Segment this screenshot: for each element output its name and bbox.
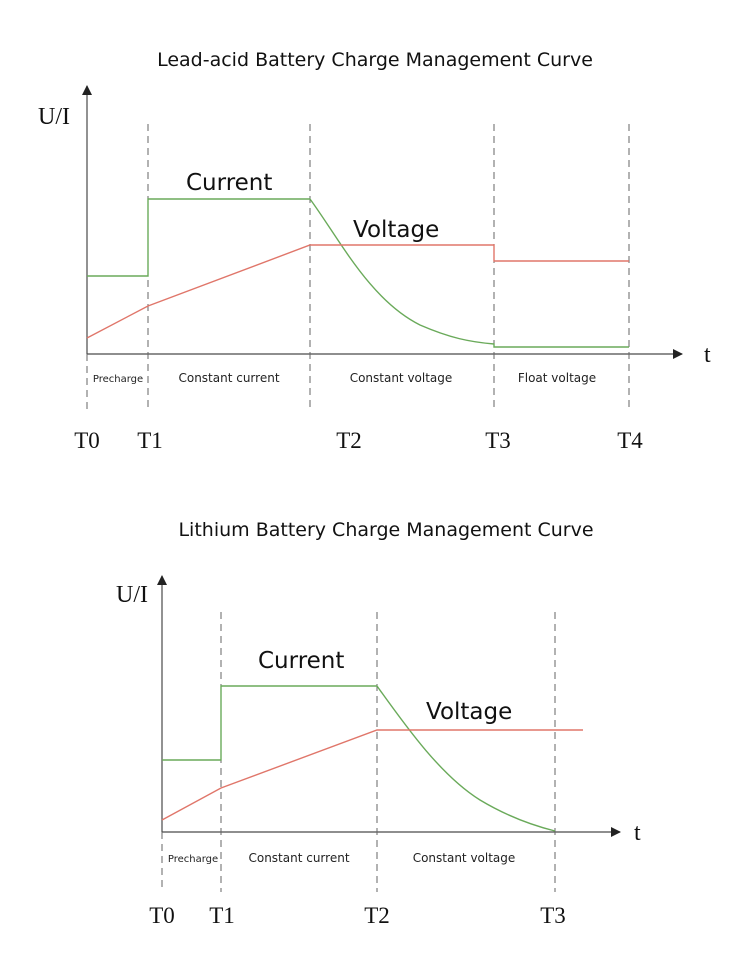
lead-acid-marker-t4: T4 <box>617 428 643 453</box>
lithium-voltage-label: Voltage <box>426 699 512 725</box>
lead-acid-marker-t0: T0 <box>74 428 100 453</box>
lead-acid-current-curve <box>87 198 629 348</box>
lithium-current-label: Current <box>258 648 344 674</box>
lithium-marker-t0: T0 <box>149 903 175 928</box>
lead-acid-marker-t1: T1 <box>137 428 163 453</box>
lead-acid-diagram: Lead-acid Battery Charge Management Curv… <box>38 49 711 453</box>
lead-acid-marker-t2: T2 <box>336 428 362 453</box>
lithium-current-curve <box>162 685 556 832</box>
lead-acid-x-axis-label: t <box>704 342 711 368</box>
lead-acid-current-label: Current <box>186 170 272 196</box>
lead-acid-y-axis-label: U/I <box>38 104 70 130</box>
lead-acid-phase-constant-voltage: Constant voltage <box>350 371 453 385</box>
lead-acid-voltage-label: Voltage <box>353 217 439 243</box>
lithium-y-axis-label: U/I <box>116 582 148 608</box>
lithium-marker-t3: T3 <box>540 903 566 928</box>
lithium-phase-constant-current: Constant current <box>248 851 349 865</box>
lithium-phase-precharge: Precharge <box>168 854 218 865</box>
lead-acid-phase-constant-current: Constant current <box>178 371 279 385</box>
lead-acid-title: Lead-acid Battery Charge Management Curv… <box>157 49 593 71</box>
lithium-phase-constant-voltage: Constant voltage <box>413 851 516 865</box>
lithium-title: Lithium Battery Charge Management Curve <box>178 519 593 541</box>
lithium-marker-t1: T1 <box>209 903 235 928</box>
lithium-x-axis-label: t <box>634 820 641 846</box>
lead-acid-marker-t3: T3 <box>485 428 511 453</box>
lithium-marker-t2: T2 <box>364 903 390 928</box>
lead-acid-voltage-curve <box>86 244 629 339</box>
lithium-voltage-curve <box>161 729 583 821</box>
lithium-diagram: Lithium Battery Charge Management Curve … <box>116 519 641 928</box>
lead-acid-phase-precharge: Precharge <box>93 374 143 385</box>
lead-acid-phase-float-voltage: Float voltage <box>518 371 596 385</box>
